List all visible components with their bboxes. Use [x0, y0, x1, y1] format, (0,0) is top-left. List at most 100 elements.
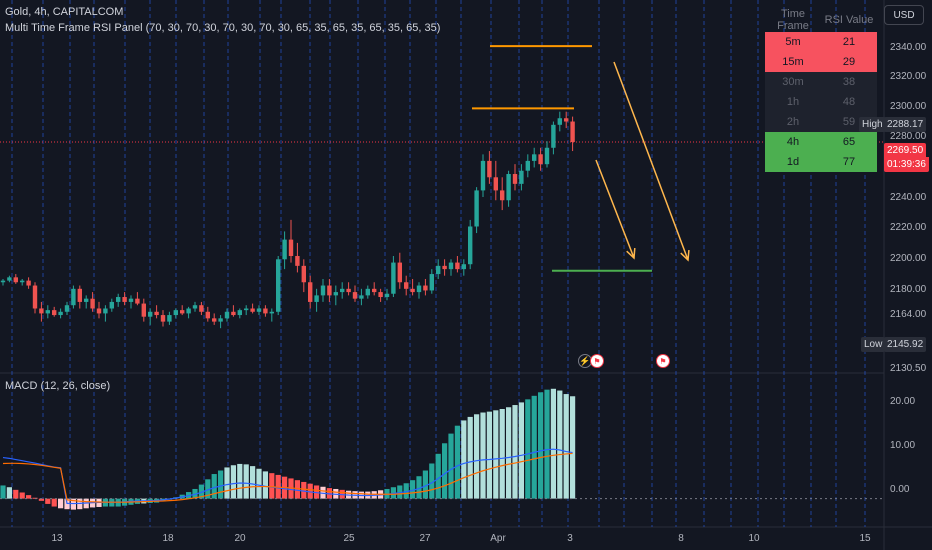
candle-body [160, 315, 166, 322]
macd-histogram-bar [224, 467, 230, 499]
currency-button[interactable]: USD [884, 5, 924, 25]
macd-histogram-bar [570, 396, 576, 499]
price-tick: 2300.00 [890, 101, 927, 112]
macd-histogram-bar [493, 410, 499, 499]
candle-body [308, 282, 313, 302]
macd-histogram-bar [531, 395, 537, 499]
rsi-header-timeframe: Time Frame [777, 8, 809, 32]
rsi-tf: 4h [765, 132, 821, 152]
candle-body [205, 311, 210, 319]
candle-body [314, 295, 319, 302]
candle-body [148, 311, 153, 317]
candle-body [487, 160, 492, 178]
date-tick: 15 [859, 533, 871, 544]
macd-histogram-bar [198, 484, 204, 499]
macd-histogram-bar [237, 463, 243, 499]
candle-body [96, 308, 102, 314]
rsi-header-value: RSI Value [824, 14, 874, 26]
candle-body [416, 285, 422, 293]
rsi-value: 21 [821, 32, 877, 52]
candle-body [26, 280, 31, 286]
macd-histogram-bar [454, 425, 460, 499]
candle-body [282, 239, 287, 260]
candle-body [340, 288, 345, 293]
candle-body [352, 292, 358, 299]
date-tick: 18 [162, 533, 174, 544]
candle-body [180, 310, 185, 314]
candle-body [154, 311, 159, 316]
candle-body [0, 280, 6, 283]
price-tick: 2240.00 [890, 192, 927, 203]
macd-histogram-bar [512, 405, 518, 499]
candle-body [71, 288, 76, 306]
macd-histogram-bar [230, 465, 236, 499]
candle-body [359, 295, 364, 299]
macd-histogram-bar [499, 409, 505, 499]
date-tick: 3 [567, 533, 573, 544]
macd-histogram-bar [544, 389, 550, 499]
candle-body [135, 298, 140, 304]
price-tick: 2130.50 [890, 363, 927, 374]
macd-histogram-bar [58, 498, 64, 509]
macd-histogram-bar [429, 463, 435, 499]
candle-body [455, 262, 460, 270]
candle-body [116, 297, 121, 302]
candle-body [32, 285, 38, 309]
macd-histogram-bar [205, 479, 211, 499]
candle-body [506, 174, 511, 201]
candle-body [461, 264, 466, 270]
rsi-panel-indicator-label[interactable]: Multi Time Frame RSI Panel (70, 30, 70, … [5, 22, 441, 34]
rsi-value: 29 [821, 52, 877, 72]
macd-tick: 10.00 [890, 440, 916, 451]
candle-body [269, 311, 274, 314]
rsi-tf: 1h [765, 92, 821, 112]
candle-body [45, 310, 50, 314]
candle-body [384, 293, 390, 298]
candle-body [532, 154, 537, 161]
candle-body [192, 305, 198, 309]
candle-body [410, 288, 415, 293]
candle-body [288, 239, 294, 257]
macd-indicator-label[interactable]: MACD (12, 26, close) [5, 380, 111, 392]
macd-histogram-bar [218, 470, 224, 499]
candle-body [224, 311, 230, 319]
macd-histogram-bar [416, 476, 422, 499]
candle-body [109, 301, 114, 309]
us-flag-event-icon[interactable]: ⚑ [656, 354, 670, 368]
macd-histogram-bar [243, 464, 249, 499]
low-value-tag: 2145.92 [884, 337, 927, 352]
macd-histogram-bar [563, 394, 569, 499]
macd-histogram-bar [45, 498, 51, 504]
candle-body [244, 308, 249, 311]
rsi-panel-table: Time Frame RSI Value 5m 21 15m 29 30m 38 1h… [765, 8, 877, 172]
us-flag-event-icon[interactable]: ⚑ [590, 354, 604, 368]
macd-histogram-bar [269, 473, 275, 499]
macd-histogram-bar [211, 474, 217, 499]
high-value-tag: 2288.17 [884, 117, 927, 132]
candle-body [295, 256, 300, 266]
candle-body [327, 285, 332, 296]
rsi-value: 77 [821, 152, 877, 172]
candle-body [13, 277, 18, 283]
price-tick: 2220.00 [890, 222, 927, 233]
price-tick: 2200.00 [890, 253, 927, 264]
macd-histogram-bar [410, 480, 416, 499]
candle-body [448, 262, 454, 270]
macd-histogram-bar [13, 489, 19, 499]
candle-body [544, 147, 550, 165]
price-tick: 2164.00 [890, 309, 927, 320]
macd-histogram-bar [538, 392, 544, 499]
candle-body [378, 292, 383, 298]
current-price-tag: 2269.50 [884, 143, 927, 158]
candle-body [212, 318, 217, 322]
candle-body [493, 177, 498, 191]
candle-body [557, 118, 562, 125]
macd-histogram-bar [442, 443, 448, 499]
candle-body [7, 277, 12, 281]
candle-body [436, 265, 441, 275]
candle-body [58, 311, 63, 316]
price-tick: 2180.00 [890, 284, 927, 295]
price-tick: 2340.00 [890, 42, 927, 53]
rsi-tf: 5m [765, 32, 821, 52]
macd-histogram-bar [474, 414, 480, 499]
